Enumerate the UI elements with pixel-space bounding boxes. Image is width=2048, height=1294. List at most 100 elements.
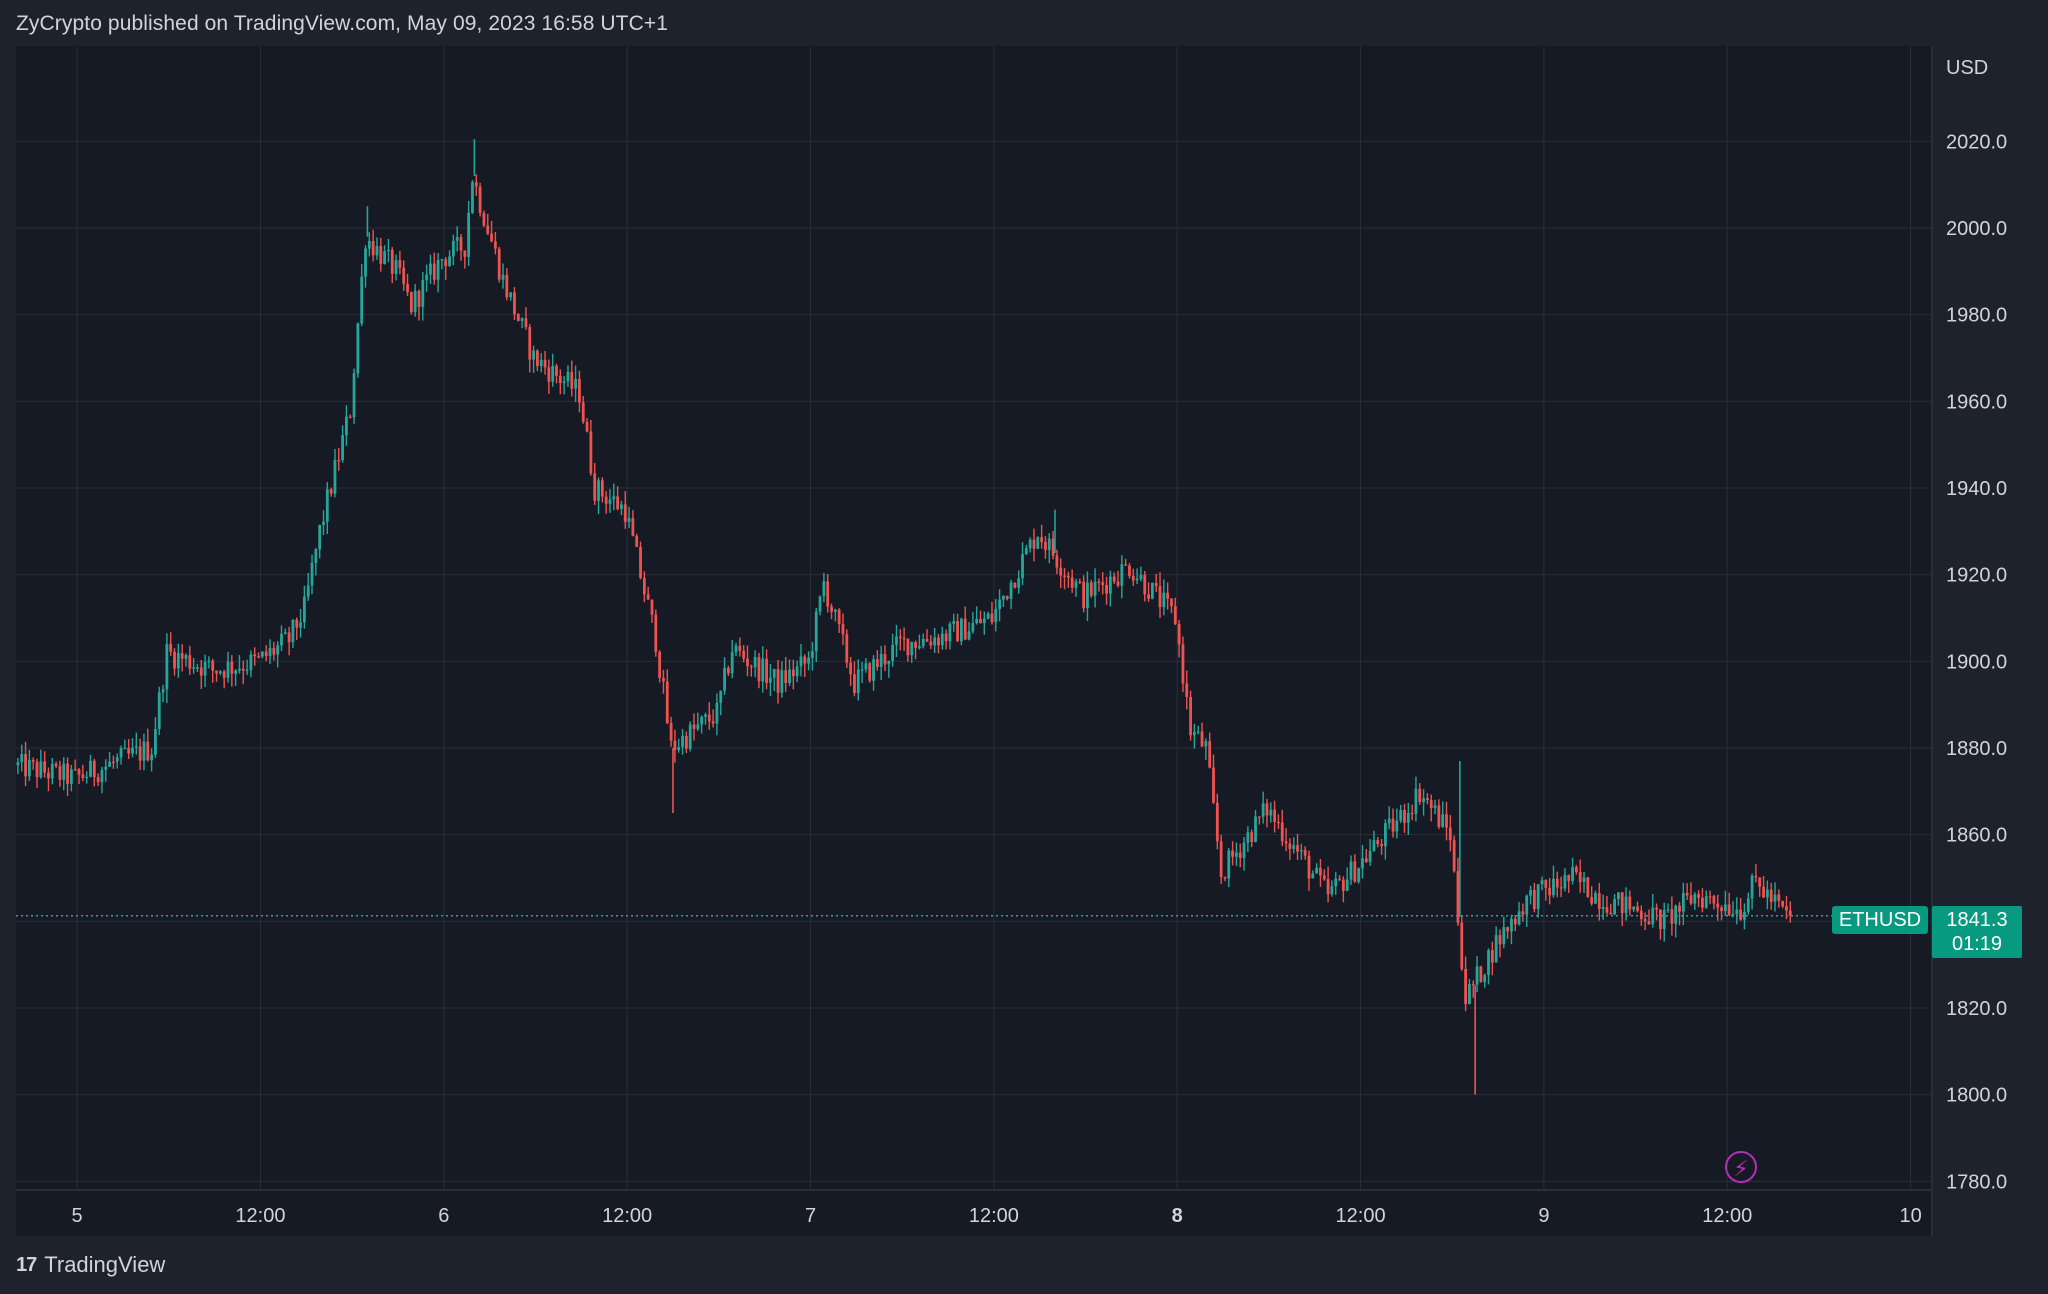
candle-body xyxy=(1357,868,1361,882)
candle-body xyxy=(1002,595,1005,600)
candle-body xyxy=(990,613,994,623)
candle-body xyxy=(696,724,700,729)
candle-body xyxy=(646,594,650,600)
candle-body xyxy=(1257,816,1261,818)
candle-body xyxy=(1296,845,1299,852)
candle-body xyxy=(1788,910,1792,916)
candle-body xyxy=(1093,581,1097,596)
candlestick-series xyxy=(16,139,1792,1095)
candle-body xyxy=(157,692,161,730)
candle-body xyxy=(623,504,627,522)
candle-body xyxy=(539,359,543,367)
candle-body xyxy=(1307,855,1311,879)
candle-body xyxy=(837,609,841,625)
candle-body xyxy=(1674,905,1678,924)
price-tick-label: 1820.0 xyxy=(1946,998,2007,1020)
candle-body xyxy=(329,489,333,494)
candle-body xyxy=(1284,841,1288,844)
candle-body xyxy=(1380,843,1383,847)
candle-body xyxy=(963,618,967,640)
candle-body xyxy=(1277,821,1280,824)
candle-body xyxy=(1666,909,1670,911)
candle-body xyxy=(425,274,429,281)
lightning-icon[interactable]: ⚡ xyxy=(1725,1151,1757,1183)
candle-body xyxy=(1082,581,1086,609)
candle-body xyxy=(119,748,123,758)
candle-body xyxy=(914,642,917,649)
time-tick-label: 12:00 xyxy=(602,1205,652,1227)
candle-body xyxy=(959,618,963,642)
candle-body xyxy=(1009,582,1013,599)
candle-body xyxy=(260,651,264,657)
candle-body xyxy=(96,777,100,783)
candle-body xyxy=(379,246,383,264)
candle-body xyxy=(704,714,707,717)
candle-body xyxy=(421,280,425,307)
candle-body xyxy=(352,373,356,418)
candle-body xyxy=(1181,644,1185,684)
candle-body xyxy=(1013,582,1017,588)
candle-body xyxy=(1479,966,1483,982)
footer-branding[interactable]: 17 TradingView xyxy=(16,1252,165,1278)
candle-body xyxy=(1242,842,1246,858)
candle-body xyxy=(196,667,199,669)
candle-body xyxy=(1410,812,1414,815)
candle-body xyxy=(1731,914,1735,916)
candle-body xyxy=(1040,537,1044,543)
candle-body xyxy=(436,259,440,280)
price-tick-label: 1880.0 xyxy=(1946,738,2007,760)
candle-body xyxy=(1368,850,1372,862)
candle-body xyxy=(257,656,260,658)
candle-body xyxy=(1529,890,1532,896)
candle-body xyxy=(1487,950,1490,976)
grid-lines xyxy=(16,46,1932,1190)
candle-body xyxy=(677,747,681,751)
candle-body xyxy=(864,663,868,670)
candle-body xyxy=(1036,537,1040,549)
candle-body xyxy=(1678,905,1681,912)
candle-body xyxy=(1101,582,1105,585)
candle-body xyxy=(268,648,272,657)
candle-body xyxy=(387,249,390,252)
candle-body xyxy=(1445,814,1448,828)
candle-body xyxy=(54,763,58,766)
candle-body xyxy=(631,518,635,536)
candle-body xyxy=(1173,606,1177,624)
candle-body xyxy=(585,421,589,432)
candle-body xyxy=(1334,878,1338,887)
candle-body xyxy=(1532,890,1536,909)
candle-body xyxy=(1089,582,1093,596)
candle-body xyxy=(1193,731,1196,736)
candle-body xyxy=(1708,896,1712,898)
candle-body xyxy=(364,248,367,277)
candle-body xyxy=(184,655,188,659)
candle-body xyxy=(218,671,222,674)
candle-body xyxy=(1624,896,1628,914)
candle-body xyxy=(669,723,673,741)
candle-body xyxy=(746,658,749,667)
candle-body xyxy=(1166,592,1170,599)
candle-body xyxy=(444,259,448,267)
candle-body xyxy=(1246,832,1250,843)
candle-body xyxy=(429,263,432,275)
candle-body xyxy=(1208,741,1212,768)
candle-body xyxy=(1632,906,1636,910)
candle-body xyxy=(535,350,539,367)
candle-body xyxy=(27,760,31,777)
candle-body xyxy=(929,641,933,646)
candle-body xyxy=(234,670,238,674)
candle-body xyxy=(448,256,451,267)
candle-body xyxy=(1739,909,1743,920)
candle-body xyxy=(826,581,830,607)
time-tick-label: 12:00 xyxy=(1336,1205,1386,1227)
candle-body xyxy=(1074,581,1078,588)
candle-body xyxy=(516,314,520,321)
candle-body xyxy=(684,735,688,749)
candle-body xyxy=(1338,878,1341,880)
candle-body xyxy=(490,233,493,242)
candle-body xyxy=(1345,879,1349,891)
candle-body xyxy=(1051,538,1055,556)
candle-body xyxy=(1097,581,1101,583)
candle-body xyxy=(1574,867,1578,873)
